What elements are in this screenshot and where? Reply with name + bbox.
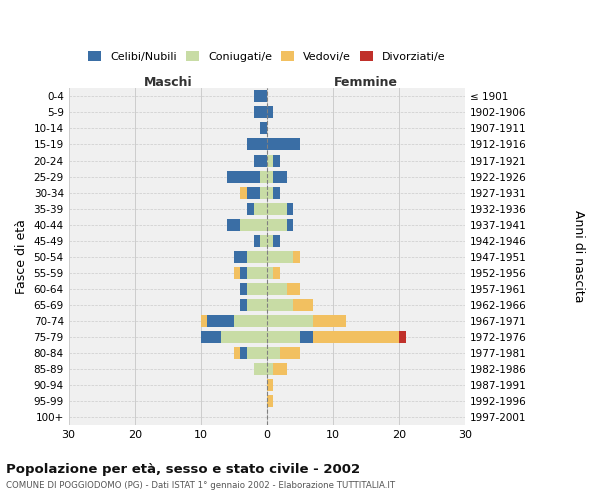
Bar	[267, 218, 287, 230]
Bar	[234, 250, 247, 263]
Bar	[274, 267, 280, 279]
Bar	[241, 299, 247, 311]
Bar	[254, 202, 267, 214]
Bar	[227, 218, 241, 230]
Bar	[247, 186, 260, 198]
Bar	[254, 363, 267, 375]
Bar	[313, 331, 399, 343]
Y-axis label: Anni di nascita: Anni di nascita	[572, 210, 585, 303]
Bar	[201, 331, 221, 343]
Bar	[293, 299, 313, 311]
Bar	[267, 267, 274, 279]
Text: Femmine: Femmine	[334, 76, 398, 89]
Bar	[267, 283, 287, 295]
Bar	[287, 202, 293, 214]
Bar	[234, 347, 241, 359]
Bar	[247, 202, 254, 214]
Bar	[267, 363, 274, 375]
Bar	[287, 218, 293, 230]
Bar	[241, 283, 247, 295]
Legend: Celibi/Nubili, Coniugati/e, Vedovi/e, Divorziati/e: Celibi/Nubili, Coniugati/e, Vedovi/e, Di…	[83, 46, 450, 66]
Text: Maschi: Maschi	[143, 76, 192, 89]
Bar	[274, 154, 280, 166]
Bar	[208, 315, 234, 327]
Bar	[280, 347, 300, 359]
Bar	[287, 283, 300, 295]
Bar	[293, 250, 300, 263]
Y-axis label: Fasce di età: Fasce di età	[15, 220, 28, 294]
Bar	[254, 234, 260, 246]
Bar	[267, 202, 287, 214]
Bar	[247, 250, 267, 263]
Bar	[300, 331, 313, 343]
Bar	[267, 331, 300, 343]
Bar	[267, 154, 274, 166]
Bar	[274, 363, 287, 375]
Bar	[247, 347, 267, 359]
Bar	[267, 379, 274, 391]
Bar	[267, 395, 274, 407]
Bar	[254, 154, 267, 166]
Bar	[201, 315, 208, 327]
Bar	[399, 331, 406, 343]
Bar	[267, 347, 280, 359]
Bar	[227, 170, 260, 182]
Bar	[267, 234, 274, 246]
Bar	[247, 267, 267, 279]
Bar	[241, 186, 247, 198]
Bar	[254, 90, 267, 102]
Bar	[260, 186, 267, 198]
Text: Popolazione per età, sesso e stato civile - 2002: Popolazione per età, sesso e stato civil…	[6, 462, 360, 475]
Bar	[260, 170, 267, 182]
Bar	[274, 186, 280, 198]
Bar	[234, 267, 241, 279]
Bar	[274, 170, 287, 182]
Bar	[247, 138, 267, 150]
Bar	[267, 170, 274, 182]
Bar	[267, 315, 313, 327]
Bar	[274, 234, 280, 246]
Bar	[241, 218, 267, 230]
Bar	[247, 299, 267, 311]
Bar	[267, 299, 293, 311]
Bar	[254, 106, 267, 118]
Bar	[267, 106, 274, 118]
Bar	[234, 315, 267, 327]
Bar	[241, 267, 247, 279]
Bar	[247, 283, 267, 295]
Bar	[221, 331, 267, 343]
Bar	[267, 186, 274, 198]
Text: COMUNE DI POGGIODOMO (PG) - Dati ISTAT 1° gennaio 2002 - Elaborazione TUTTITALIA: COMUNE DI POGGIODOMO (PG) - Dati ISTAT 1…	[6, 481, 395, 490]
Bar	[260, 122, 267, 134]
Bar	[241, 347, 247, 359]
Bar	[267, 138, 300, 150]
Bar	[267, 250, 293, 263]
Bar	[313, 315, 346, 327]
Bar	[260, 234, 267, 246]
